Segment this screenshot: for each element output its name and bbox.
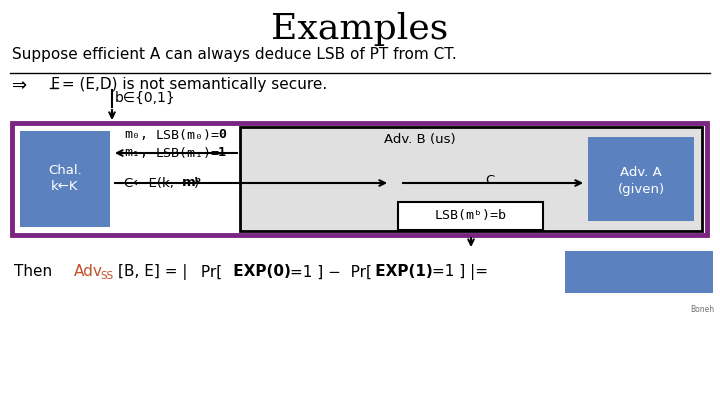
- Text: Examples: Examples: [271, 12, 449, 46]
- Text: C: C: [485, 175, 495, 188]
- Bar: [240, 127, 702, 231]
- Text: Chal.: Chal.: [48, 164, 82, 177]
- Text: Boneh: Boneh: [690, 305, 714, 314]
- Text: =1 ] −  Pr[: =1 ] − Pr[: [290, 264, 372, 279]
- Text: LSB(mᵇ)=b: LSB(mᵇ)=b: [435, 209, 507, 222]
- Text: Then: Then: [14, 264, 57, 279]
- Text: = (E,D) is not semantically secure.: = (E,D) is not semantically secure.: [57, 77, 328, 92]
- Text: =1 ] |=: =1 ] |=: [432, 264, 488, 280]
- Text: ⇒: ⇒: [12, 77, 27, 95]
- Text: SS: SS: [100, 271, 113, 281]
- Text: 0: 0: [218, 128, 226, 141]
- Text: EXP(0): EXP(0): [228, 264, 291, 279]
- Text: (given): (given): [618, 183, 665, 196]
- Bar: [398, 202, 543, 230]
- Bar: [565, 251, 713, 293]
- Text: Adv. A: Adv. A: [620, 166, 662, 179]
- Text: 1: 1: [218, 147, 226, 160]
- Text: E: E: [50, 77, 59, 92]
- Text: mᵇ: mᵇ: [182, 177, 202, 190]
- Text: [B, E] = |: [B, E] = |: [118, 264, 187, 280]
- Text: b∈{0,1}: b∈{0,1}: [115, 91, 176, 105]
- Text: k←K: k←K: [51, 181, 78, 194]
- Bar: [12, 123, 707, 235]
- Text: LSB(m₀)=: LSB(m₀)=: [156, 128, 220, 141]
- Bar: [20, 131, 110, 227]
- Text: m₀,: m₀,: [124, 128, 148, 141]
- Text: ): ): [194, 177, 199, 190]
- Text: Pr[: Pr[: [196, 264, 222, 279]
- Text: Adv: Adv: [74, 264, 103, 279]
- Text: EXP(1): EXP(1): [370, 264, 433, 279]
- Text: LSB(m₁)=: LSB(m₁)=: [156, 147, 220, 160]
- Text: m₁,: m₁,: [124, 147, 148, 160]
- Text: C← E(k,: C← E(k,: [124, 177, 178, 190]
- Text: Suppose efficient A can always deduce LSB of PT from CT.: Suppose efficient A can always deduce LS…: [12, 47, 456, 62]
- Text: Adv. B (us): Adv. B (us): [384, 133, 456, 146]
- Bar: [588, 137, 694, 221]
